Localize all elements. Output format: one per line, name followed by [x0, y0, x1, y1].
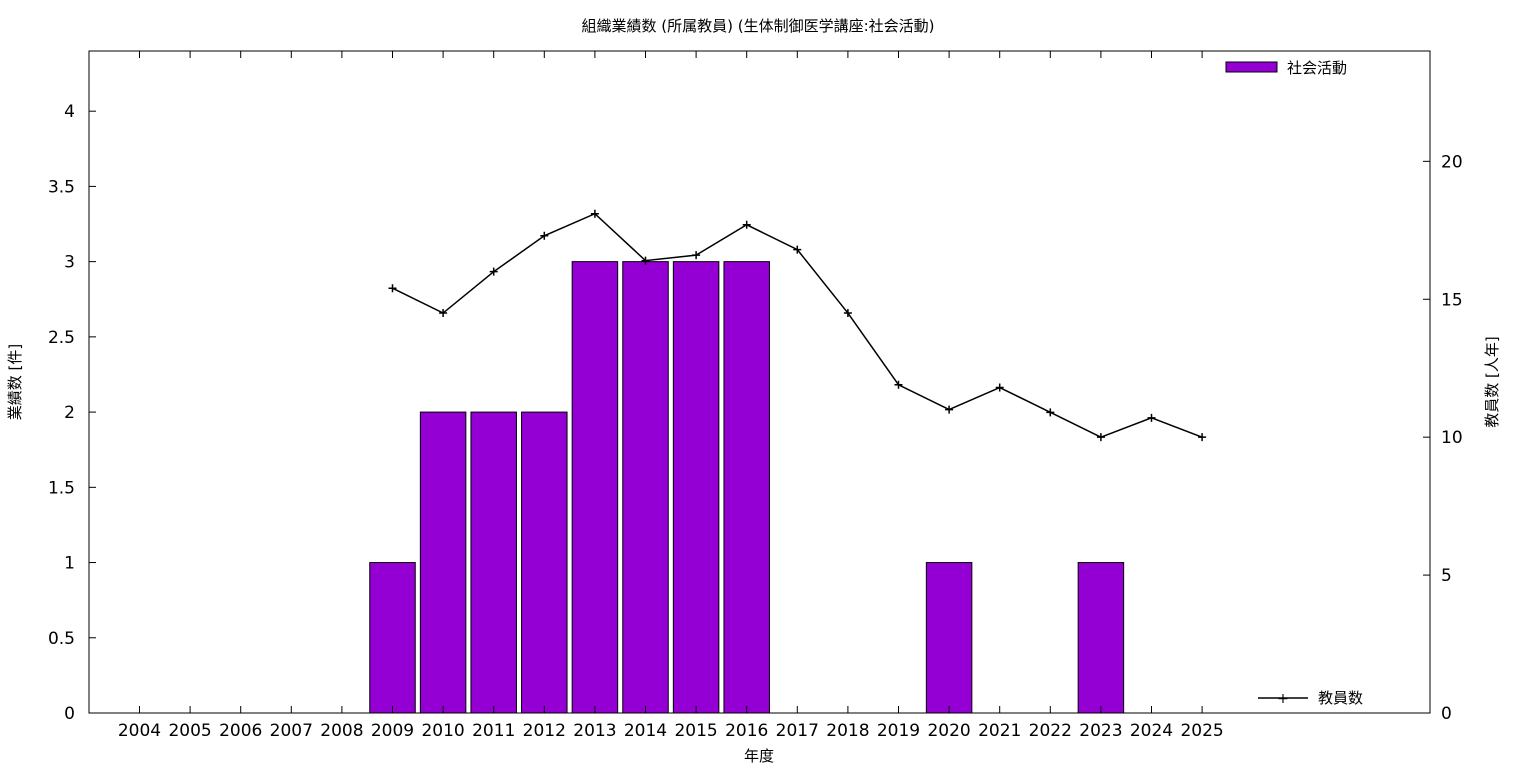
tick-group: 2004 2005 2006 2007 2008 2009 2010 2011 2012 2013… [48, 51, 1463, 741]
x-axis-label: 年度 [744, 747, 774, 765]
line-point-2017 [793, 245, 802, 254]
bar-2016 [723, 261, 770, 714]
bar-2012 [521, 411, 568, 714]
y-tick-label: 3 [64, 253, 75, 273]
y-tick-label: 2 [64, 403, 75, 423]
x-tick-label: 2015 [674, 721, 717, 741]
line-point-2011 [489, 267, 498, 276]
x-tick-label: 2009 [371, 721, 414, 741]
bar-2010 [419, 411, 467, 714]
bar-2009 [369, 562, 416, 714]
x-tick-label: 2008 [320, 721, 363, 741]
line-point-2012 [540, 231, 549, 240]
bar-2014 [622, 261, 669, 714]
bar-2023 [1077, 562, 1125, 714]
x-tick-label: 2019 [877, 721, 920, 741]
line-point-2020 [945, 405, 954, 414]
x-tick-label: 2022 [1029, 721, 1072, 741]
x-tick-label: 2018 [826, 721, 869, 741]
line-point-2015 [692, 251, 701, 260]
y-tick-label: 2.5 [48, 328, 75, 348]
x-tick-label: 2012 [523, 721, 566, 741]
y2-tick-label: 15 [1441, 290, 1463, 310]
line-point-2018 [843, 309, 852, 318]
y2-tick-label: 20 [1441, 152, 1463, 172]
x-tick-label: 2021 [978, 721, 1021, 741]
chart-title: 組織業績数 (所属教員) (生体制御医学講座:社会活動) [581, 17, 934, 35]
line-point-2013 [590, 209, 599, 218]
y2-tick-label: 0 [1441, 704, 1452, 724]
line-point-2014 [641, 256, 650, 265]
x-tick-label: 2011 [472, 721, 515, 741]
x-tick-label: 2007 [270, 721, 313, 741]
x-tick-label: 2020 [927, 721, 970, 741]
legend-bar: 社会活動 [1225, 59, 1347, 77]
line-point-2022 [1046, 408, 1055, 417]
y2-axis-label: 教員数 [人年] [1483, 336, 1501, 427]
line-point-2024 [1147, 413, 1156, 422]
x-tick-label: 2013 [573, 721, 616, 741]
y-axis-label: 業績数 [件] [6, 344, 24, 420]
bar-group [369, 261, 1125, 714]
bar-2013 [571, 261, 619, 714]
bar-2015 [672, 261, 720, 714]
legend-line: + 教員数 [1258, 689, 1363, 707]
line-point-2016 [742, 220, 751, 229]
legend-line-label: 教員数 [1318, 689, 1363, 707]
x-tick-label: 2004 [118, 721, 161, 741]
x-tick-label: 2016 [725, 721, 768, 741]
y2-tick-label: 5 [1441, 566, 1452, 586]
x-tick-label: 2017 [776, 721, 819, 741]
x-tick-label: 2014 [624, 721, 667, 741]
legend-line-marker: + [1277, 691, 1289, 707]
x-tick-label: 2010 [421, 721, 464, 741]
line-point-2019 [894, 380, 903, 389]
x-tick-label: 2005 [168, 721, 211, 741]
y-tick-label: 0.5 [48, 629, 75, 649]
line-group [388, 209, 1207, 442]
y-tick-label: 3.5 [48, 177, 75, 197]
line-point-2009 [388, 284, 397, 293]
line-point-2025 [1198, 433, 1207, 442]
x-tick-label: 2023 [1079, 721, 1122, 741]
x-tick-label: 2006 [219, 721, 262, 741]
line-point-2010 [439, 309, 448, 318]
x-tick-label: 2024 [1130, 721, 1173, 741]
y-tick-label: 1.5 [48, 478, 75, 498]
bar-2011 [470, 411, 517, 714]
y-tick-label: 0 [64, 704, 75, 724]
legend-bar-swatch [1225, 61, 1278, 73]
legend-bar-label: 社会活動 [1287, 59, 1347, 77]
y2-tick-label: 10 [1441, 428, 1463, 448]
y-tick-label: 1 [64, 554, 75, 574]
bar-2020 [925, 562, 973, 714]
y-tick-label: 4 [64, 102, 75, 122]
line-point-2023 [1096, 433, 1105, 442]
line-point-2021 [995, 383, 1004, 392]
x-tick-label: 2025 [1180, 721, 1223, 741]
